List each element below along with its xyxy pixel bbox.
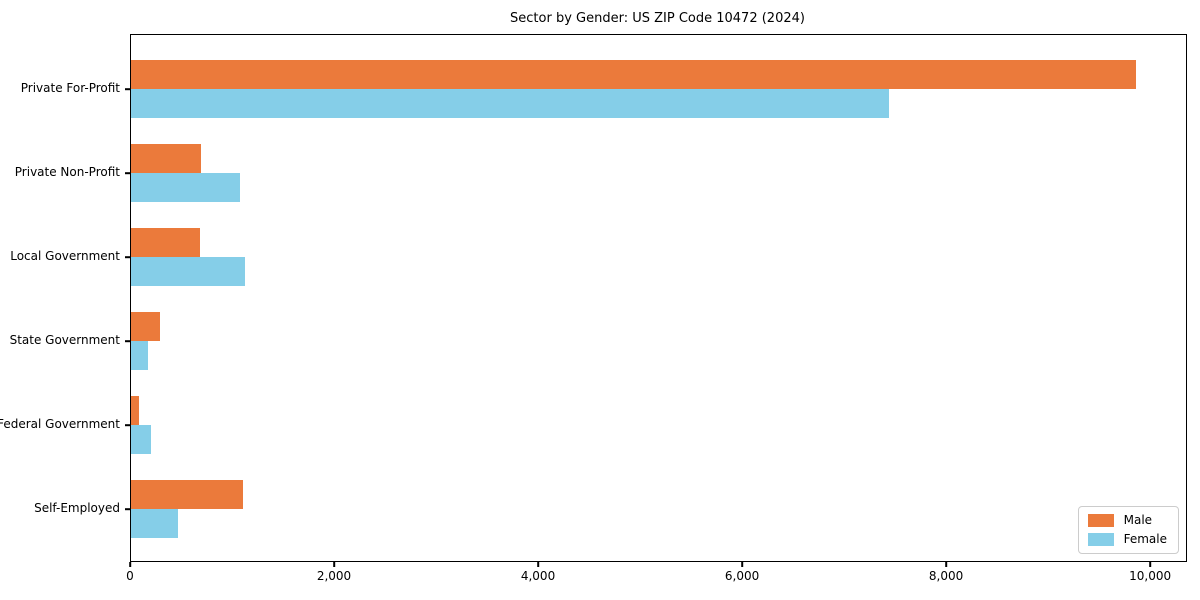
bar-male-local-government [131, 228, 201, 257]
x-tick-mark [1149, 562, 1151, 567]
bar-female-federal-government [131, 425, 152, 454]
legend-swatch-female [1087, 533, 1114, 546]
y-axis-label-self-employed: Self-Employed [34, 501, 120, 515]
y-axis-label-state-government: State Government [9, 333, 120, 347]
plot-area: Male Female [130, 34, 1187, 562]
x-tick-label-10000: 10,000 [1129, 569, 1172, 583]
x-tick-mark [537, 562, 539, 567]
bar-female-self-employed [131, 509, 178, 538]
legend-item-female: Female [1087, 532, 1167, 546]
y-tick-mark [125, 424, 130, 426]
bar-male-self-employed [131, 480, 244, 509]
y-tick-mark [125, 88, 130, 90]
legend-label-male: Male [1123, 513, 1153, 527]
bar-male-private-non-profit [131, 144, 202, 173]
x-tick-mark [333, 562, 335, 567]
y-tick-mark [125, 340, 130, 342]
y-axis-label-federal-government: Federal Government [0, 417, 120, 431]
y-axis-label-private-non-profit: Private Non-Profit [14, 165, 120, 179]
bar-male-private-for-profit [131, 60, 1136, 89]
x-tick-label-4000: 4,000 [520, 569, 556, 583]
legend: Male Female [1077, 506, 1179, 554]
y-axis-label-local-government: Local Government [10, 249, 120, 263]
bar-female-private-non-profit [131, 173, 241, 202]
bar-female-state-government [131, 341, 149, 370]
x-tick-label-2000: 2,000 [316, 569, 352, 583]
x-tick-mark [129, 562, 131, 567]
x-tick-label-0: 0 [126, 569, 134, 583]
chart-title: Sector by Gender: US ZIP Code 10472 (202… [510, 11, 805, 26]
y-tick-mark [125, 172, 130, 174]
x-tick-mark [945, 562, 947, 567]
y-axis-label-private-for-profit: Private For-Profit [20, 81, 120, 95]
x-tick-label-6000: 6,000 [724, 569, 760, 583]
y-tick-mark [125, 256, 130, 258]
bar-female-local-government [131, 257, 246, 286]
legend-item-male: Male [1087, 513, 1167, 527]
legend-label-female: Female [1123, 532, 1167, 546]
x-tick-label-8000: 8,000 [928, 569, 964, 583]
bar-male-state-government [131, 312, 160, 341]
x-tick-mark [741, 562, 743, 567]
legend-swatch-male [1087, 514, 1114, 527]
bar-female-private-for-profit [131, 89, 889, 118]
bar-male-federal-government [131, 396, 140, 425]
y-tick-mark [125, 508, 130, 510]
